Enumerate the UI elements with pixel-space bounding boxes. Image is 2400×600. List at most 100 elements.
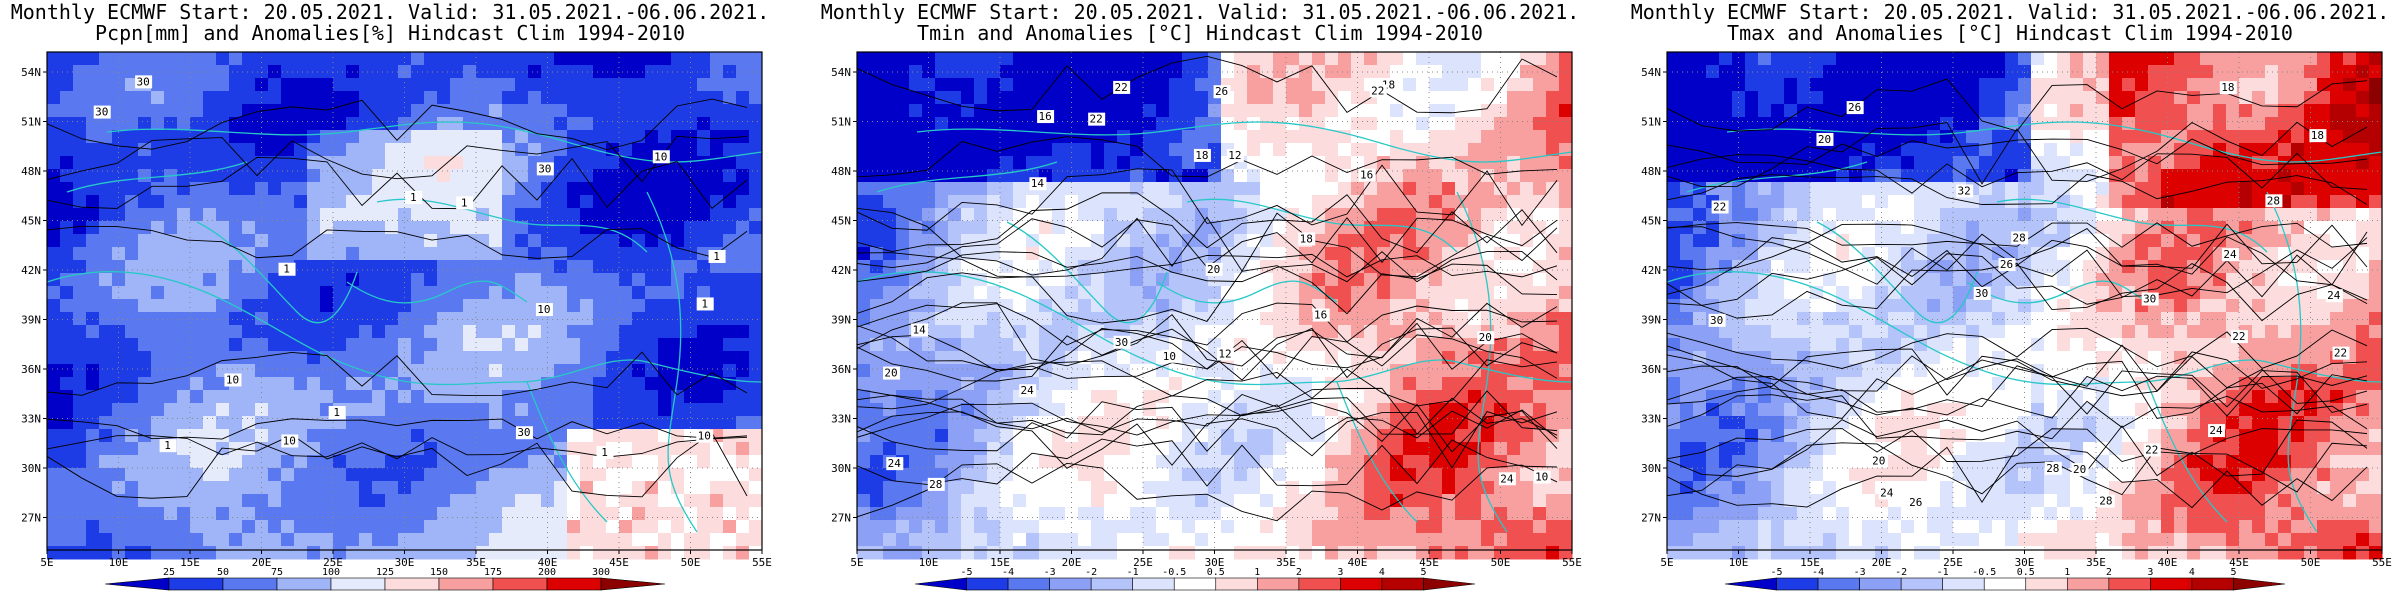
colorbar-segment [2108,577,2151,591]
lon-tick-label: 40E [538,556,558,569]
contour-label: 26 [1848,101,1861,114]
lat-tick-label: 36N [831,363,851,376]
lat-tick-label: 30N [831,462,851,475]
contour-label: 1 [283,263,290,276]
lat-tick-label: 42N [831,264,851,277]
lat-tick-label: 54N [831,66,851,79]
contour-label: 30 [517,426,530,439]
coastlines [1666,121,2383,533]
lon-tick-label: 55E [2372,556,2392,569]
colorbar-segment [1776,577,1819,591]
panel-title-line1: Monthly ECMWF Start: 20.05.2021. Valid: … [10,0,770,24]
lon-tick-label: 35E [466,556,486,569]
contour-label: 20 [2073,463,2086,476]
contour-label: 14 [1031,177,1045,190]
contour-label: 14 [913,323,927,336]
contour-label: 18 [1300,232,1313,245]
colorbar-segment [104,577,170,591]
lon-tick-label: 30E [395,556,415,569]
contour-label: 1 [333,406,340,419]
contour-label: 22 [2232,330,2245,343]
lat-tick-label: 51N [831,116,851,129]
lon-tick-label: 25E [1943,556,1963,569]
contour-label: 22 [1090,113,1103,126]
colorbar-segment [1859,577,1902,591]
lon-tick-label: 5E [850,556,863,569]
contour-label: 24 [1021,384,1035,397]
panel-tmin: 10 10 12 14 16 18 20 22 24 16 18 14 12 20 22 24 26 30 16 18… [810,0,1590,600]
colorbar-segment [1215,577,1258,591]
contour-label: 10 [283,434,296,447]
lat-tick-label: 27N [21,512,41,525]
contour-label: 30 [1115,336,1128,349]
map-grid [47,52,762,550]
colorbar-label: -1 [1127,567,1139,578]
contour-label: 1 [410,191,417,204]
colorbar-segment [384,577,440,591]
colorbar-segment [2191,577,2234,591]
lat-tick-label: 45N [1641,215,1661,228]
colorbar-label: 150 [430,567,448,578]
colorbar-segment [492,577,548,591]
lon-tick-label: 35E [2086,556,2106,569]
panel-title-line1: Monthly ECMWF Start: 20.05.2021. Valid: … [1630,0,2390,24]
panel-tmax: 18 18 20 22 24 26 28 30 20 22 24 26 28 30 32 22 24 26 28 30… [1620,0,2400,600]
contour-label: 12 [1218,348,1231,361]
contour-label: 26 [1215,85,1228,98]
contour-label: 26 [2000,258,2013,271]
colorbar-segment [2233,577,2286,591]
lon-tick-label: 55E [752,556,772,569]
lon-tick-label: 20E [1872,556,1892,569]
map-field [857,52,1573,560]
colorbar-segment [914,577,967,591]
contour-label: 24 [1500,472,1514,485]
lat-tick-label: 51N [1641,116,1661,129]
colorbar-segment [1049,577,1092,591]
lat-tick-label: 54N [21,66,41,79]
colorbar-label: -2 [1085,567,1097,578]
colorbar-label: 200 [538,567,556,578]
lon-tick-label: 5E [40,556,53,569]
panel-title-line1: Monthly ECMWF Start: 20.05.2021. Valid: … [820,0,1580,24]
lon-tick-label: 15E [990,556,1010,569]
colorbar-segment [1257,577,1300,591]
contour-label: 18 [2311,129,2324,142]
colorbar-label: -3 [1044,567,1056,578]
contour-label: 24 [2327,289,2341,302]
colorbar-segment [222,577,278,591]
contour-label: 20 [1207,263,1220,276]
lon-tick-label: 45E [2229,556,2249,569]
panel-title-line2: Tmax and Anomalies [°C] Hindcast Clim 19… [1727,21,2293,45]
lat-tick-label: 30N [1641,462,1661,475]
colorbar-label: 50 [217,567,229,578]
lon-tick-label: 25E [323,556,343,569]
lat-tick-label: 30N [21,462,41,475]
contour-label: 16 [1314,309,1327,322]
lat-tick-label: 36N [21,363,41,376]
coastlines [856,121,1573,533]
contour-label: 24 [1880,486,1894,499]
contour-label: 20 [1479,331,1492,344]
lon-tick-label: 15E [180,556,200,569]
lat-tick-label: 27N [1641,512,1661,525]
contour-label: 28 [2099,495,2112,508]
colorbar-label: -5 [961,567,973,578]
colorbar-label: 0.5 [2017,567,2035,578]
colorbar-label: 4 [1379,567,1385,578]
contour-label: 28 [2046,462,2059,475]
lat-tick-label: 27N [831,512,851,525]
contour-label: 1 [701,297,708,310]
colorbar: 25 50 75 100 125 150 175 200 300 [104,567,666,591]
contour-label: 1 [713,250,720,263]
panel-title-line2: Tmin and Anomalies [°C] Hindcast Clim 19… [917,21,1483,45]
colorbar-segment [1173,577,1217,591]
lon-tick-label: 50E [1491,556,1511,569]
contour-label: 18 [2221,81,2234,94]
lon-tick-label: 55E [1562,556,1582,569]
contour-label: 10 [1163,350,1176,363]
lon-tick-label: 45E [1419,556,1439,569]
colorbar-label: -2 [1895,567,1907,578]
lon-tick-label: 10E [109,556,129,569]
contour-labels: 18 18 20 22 24 26 28 30 20 22 24 26 28 30 32 22 24 26 28 30… [1708,81,2350,510]
